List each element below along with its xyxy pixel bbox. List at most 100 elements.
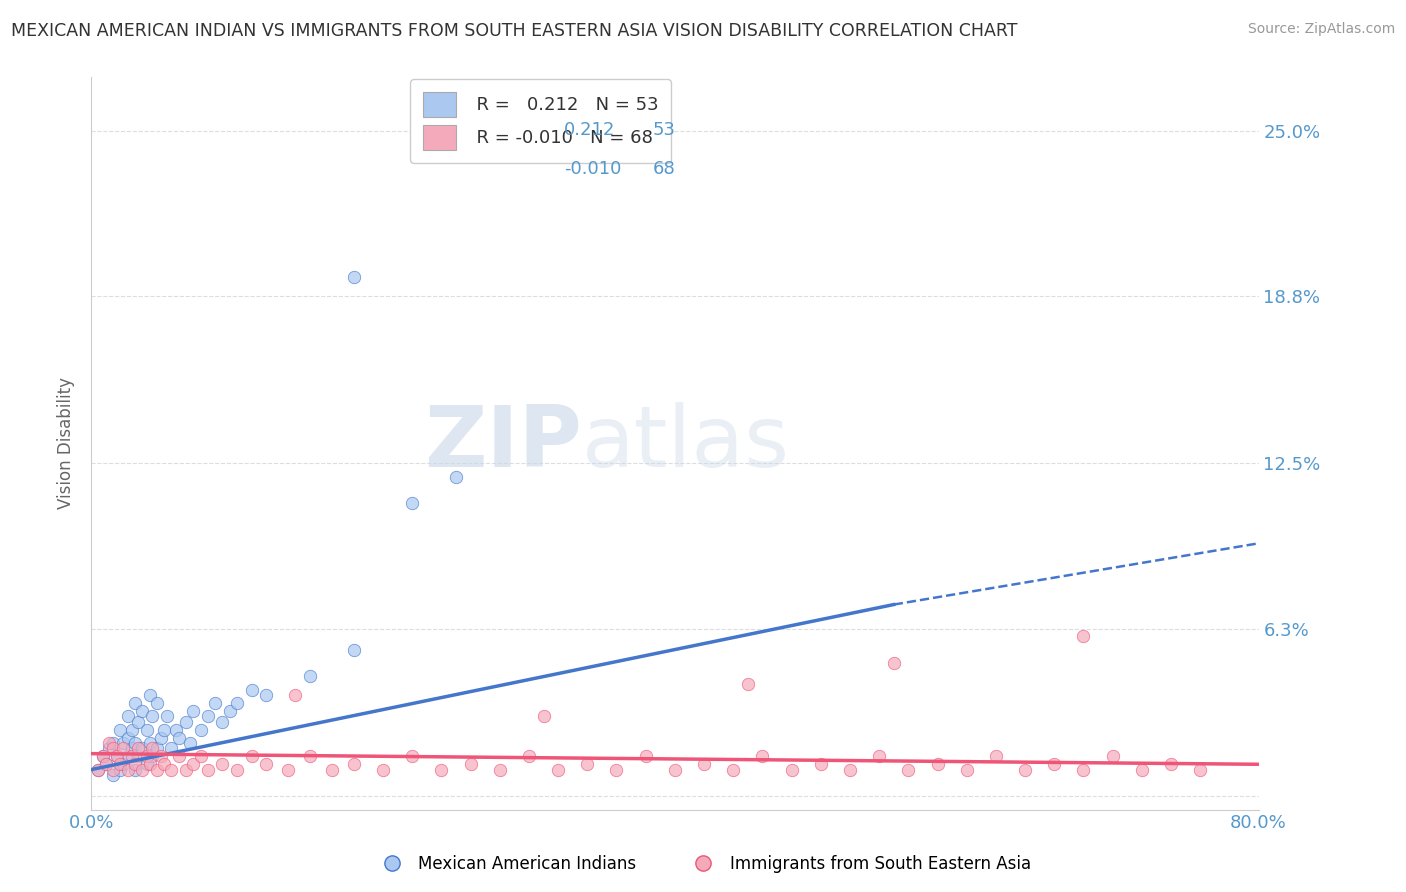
Point [1130,763,1153,777]
Point [94,757,117,772]
Point [401,749,423,764]
Point [124,763,146,777]
Point [197,763,219,777]
Point [956,763,979,777]
Point [146,696,169,710]
Point [131,763,153,777]
Point [299,749,322,764]
Point [146,763,169,777]
Point [131,704,153,718]
Point [1160,757,1182,772]
Point [1014,763,1036,777]
Point [547,763,569,777]
Point [1073,763,1095,777]
Point [127,741,149,756]
Text: Source: ZipAtlas.com: Source: ZipAtlas.com [1247,22,1395,37]
Point [179,736,201,750]
Point [112,757,135,772]
Point [160,763,183,777]
Point [897,763,920,777]
Point [343,642,366,657]
Point [277,763,299,777]
Point [174,763,197,777]
Point [135,757,157,772]
Point [181,757,204,772]
Point [693,757,716,772]
Point [343,757,366,772]
Legend:   R =   0.212   N = 53,   R = -0.010   N = 68: R = 0.212 N = 53, R = -0.010 N = 68 [411,79,671,162]
Point [226,763,249,777]
Point [517,749,540,764]
Point [160,741,183,756]
Point [211,714,233,729]
Text: MEXICAN AMERICAN INDIAN VS IMMIGRANTS FROM SOUTH EASTERN ASIA VISION DISABILITY : MEXICAN AMERICAN INDIAN VS IMMIGRANTS FR… [11,22,1018,40]
Point [138,757,160,772]
Point [165,723,187,737]
Point [117,749,139,764]
Point [1043,757,1066,772]
Text: 53: 53 [652,121,675,139]
Point [321,763,343,777]
Point [605,763,627,777]
Point [839,763,862,777]
Point [124,696,146,710]
Point [138,736,160,750]
Point [94,757,117,772]
Point [299,669,322,683]
Point [124,757,146,772]
Point [634,749,657,764]
Point [723,763,745,777]
Point [110,723,132,737]
Point [150,731,173,745]
Point [174,714,197,729]
Point [1073,630,1095,644]
Text: -0.010: -0.010 [564,161,621,178]
Point [138,688,160,702]
Point [226,696,249,710]
Point [284,688,307,702]
Y-axis label: Vision Disability: Vision Disability [58,377,75,509]
Point [533,709,555,723]
Point [737,677,759,691]
Point [101,741,124,756]
Point [343,270,366,285]
Point [883,656,905,670]
Point [124,736,146,750]
Point [153,723,176,737]
Point [240,682,263,697]
Point [112,736,135,750]
Point [107,749,129,764]
Point [927,757,949,772]
Point [117,763,139,777]
Text: 0.212: 0.212 [564,121,616,139]
Point [1189,763,1212,777]
Point [664,763,686,777]
Point [190,723,212,737]
Point [254,757,277,772]
Point [141,741,163,756]
Point [121,723,143,737]
Point [751,749,773,764]
Point [190,749,212,764]
Text: 68: 68 [652,161,675,178]
Point [197,709,219,723]
Point [121,749,143,764]
Point [110,757,132,772]
Point [150,749,173,764]
Point [121,741,143,756]
Point [97,736,120,750]
Point [156,709,179,723]
Point [110,763,132,777]
Point [153,757,176,772]
Legend: Mexican American Indians, Immigrants from South Eastern Asia: Mexican American Indians, Immigrants fro… [368,848,1038,880]
Point [131,741,153,756]
Text: ZIP: ZIP [423,402,582,485]
Point [141,709,163,723]
Point [460,757,482,772]
Point [101,768,124,782]
Point [984,749,1007,764]
Point [218,704,240,718]
Point [401,496,423,510]
Point [430,763,453,777]
Point [240,749,263,764]
